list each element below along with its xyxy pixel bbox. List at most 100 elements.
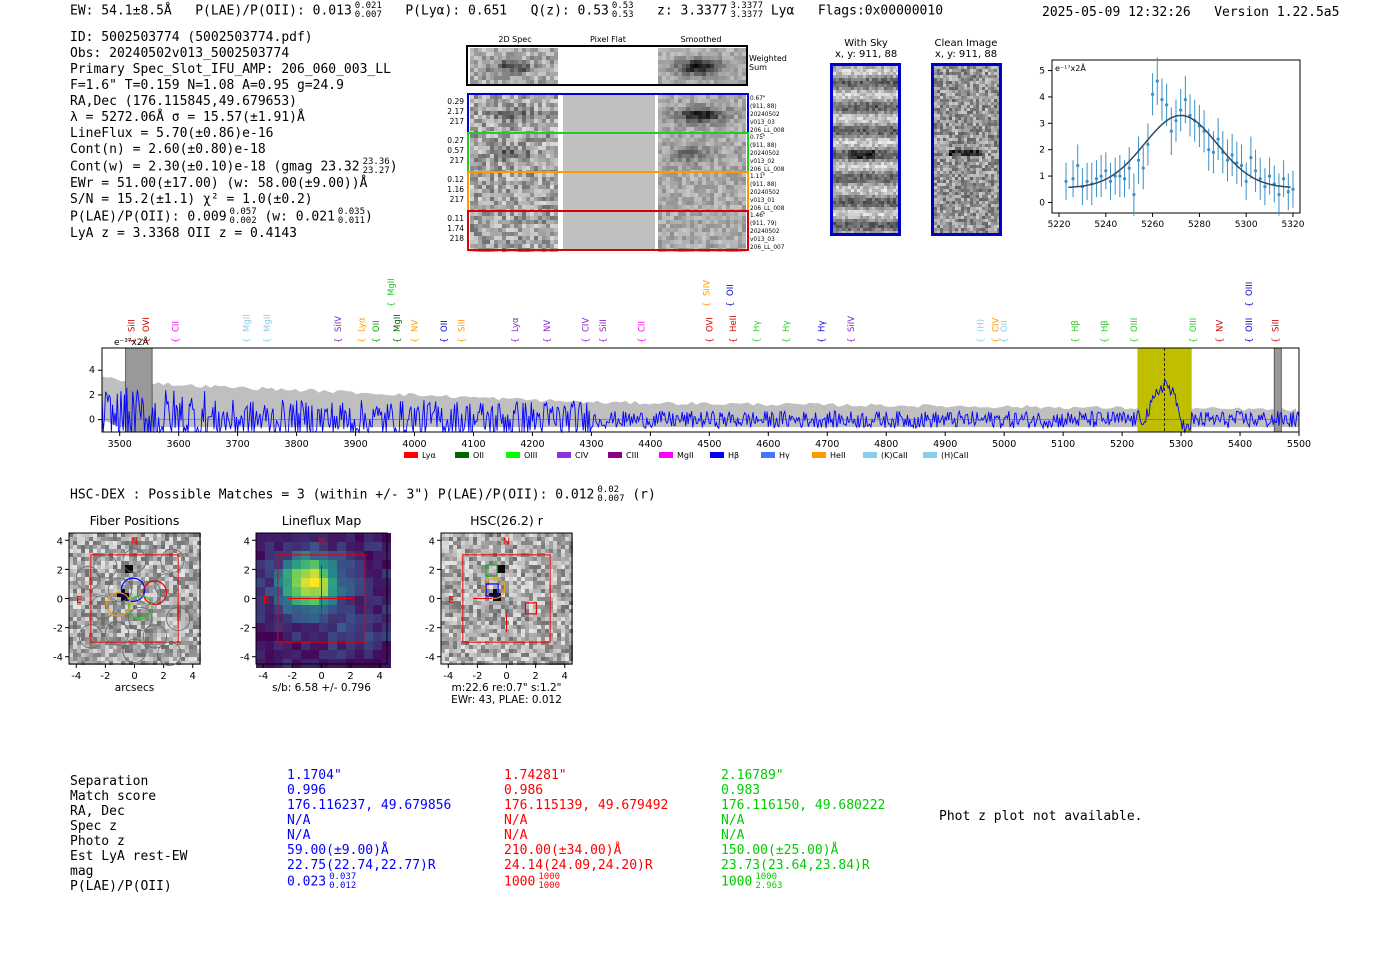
sky-pixel: [842, 222, 845, 225]
clean-pixel: [973, 174, 976, 177]
cutout-pixel: [662, 173, 666, 177]
cutout-pixel: [726, 224, 730, 228]
cutout-pixel: [714, 123, 718, 127]
sky-pixel: [875, 69, 878, 72]
cutout-pixel: [678, 146, 682, 150]
cutout-pixel: [470, 181, 474, 185]
cutout-pixel: [486, 123, 490, 127]
clean-pixel: [946, 141, 949, 144]
sky-pixel: [878, 222, 881, 225]
cutout-pixel: [722, 60, 726, 64]
sky-pixel: [878, 126, 881, 129]
sky-pixel: [875, 183, 878, 186]
clean-pixel: [964, 153, 967, 156]
sky-pixel: [872, 75, 875, 78]
cutout-pixel: [538, 99, 542, 103]
cutout-pixel: [542, 158, 546, 162]
clean-pixel: [967, 81, 970, 84]
clean-pixel: [988, 159, 991, 162]
clean-pixel: [940, 204, 943, 207]
cutout-pixel: [486, 80, 490, 84]
clean-pixel: [949, 114, 952, 117]
cutout-pixel: [694, 72, 698, 76]
emission-line-bracket: {: [702, 302, 712, 307]
clean-pixel: [967, 153, 970, 156]
sky-pixel: [869, 174, 872, 177]
sky-pixel: [842, 84, 845, 87]
cutout-pixel: [530, 80, 534, 84]
sky-pixel: [857, 69, 860, 72]
cutout-pixel: [490, 158, 494, 162]
sky-pixel: [857, 75, 860, 78]
cutout-pixel: [538, 162, 542, 166]
clean-pixel: [973, 186, 976, 189]
sky-pixel: [854, 84, 857, 87]
clean-pixel: [958, 159, 961, 162]
sky-pixel: [893, 105, 896, 108]
sky-pixel: [833, 117, 836, 120]
sky-pixel: [869, 192, 872, 195]
cutout-pixel: [518, 166, 522, 170]
cutout-pixel: [698, 205, 702, 209]
clean-pixel: [994, 228, 997, 231]
clean-pixel: [982, 162, 985, 165]
cutout-pixel: [738, 103, 742, 107]
clean-pixel: [937, 144, 940, 147]
sky-pixel: [839, 177, 842, 180]
sky-pixel: [857, 66, 860, 69]
clean-pixel: [967, 168, 970, 171]
cutout-pixel: [694, 228, 698, 232]
cutout-pixel: [722, 95, 726, 99]
cutout-pixel: [542, 154, 546, 158]
cutout-pixel: [702, 185, 706, 189]
sky-pixel: [875, 222, 878, 225]
cutout-pixel: [506, 224, 510, 228]
clean-pixel: [970, 201, 973, 204]
sky-pixel: [839, 114, 842, 117]
cutout-pixel: [678, 60, 682, 64]
emission-line-label: Hβ: [1100, 320, 1110, 332]
clean-pixel: [952, 180, 955, 183]
clean-pixel: [952, 195, 955, 198]
cutout-pixel: [542, 216, 546, 220]
clean-pixel: [988, 93, 991, 96]
clean-pixel: [973, 207, 976, 210]
clean-pixel: [949, 189, 952, 192]
cutout-pixel: [674, 64, 678, 68]
cutout-pixel: [474, 240, 478, 244]
cutout-pixel: [730, 228, 734, 232]
cutout-pixel: [510, 216, 514, 220]
sky-pixel: [884, 99, 887, 102]
clean-pixel: [940, 159, 943, 162]
clean-pixel: [937, 78, 940, 81]
sky-pixel: [884, 219, 887, 222]
clean-pixel: [985, 222, 988, 225]
clean-pixel: [937, 162, 940, 165]
clean-pixel: [964, 144, 967, 147]
clean-pixel: [943, 78, 946, 81]
clean-pixel: [994, 216, 997, 219]
sky-pixel: [842, 204, 845, 207]
clean-pixel: [979, 81, 982, 84]
cutout-pixel: [734, 193, 738, 197]
cutout-pixel: [682, 64, 686, 68]
cutout-pixel: [722, 220, 726, 224]
sky-pixel: [890, 225, 893, 228]
clean-pixel: [943, 99, 946, 102]
clean-pixel: [952, 90, 955, 93]
cutout-pixel: [694, 138, 698, 142]
cutout-pixel: [726, 127, 730, 131]
sky-pixel: [860, 219, 863, 222]
sky-pixel: [857, 231, 860, 234]
sky-pixel: [872, 123, 875, 126]
clean-pixel: [940, 201, 943, 204]
sky-pixel: [839, 84, 842, 87]
cutout-pixel: [662, 60, 666, 64]
sky-pixel: [860, 225, 863, 228]
clean-pixel: [934, 207, 937, 210]
cutout-pixel: [470, 189, 474, 193]
clean-pixel: [997, 159, 1000, 162]
sky-pixel: [851, 78, 854, 81]
cutout-pixel: [714, 56, 718, 60]
cutout-pixel: [658, 80, 662, 84]
